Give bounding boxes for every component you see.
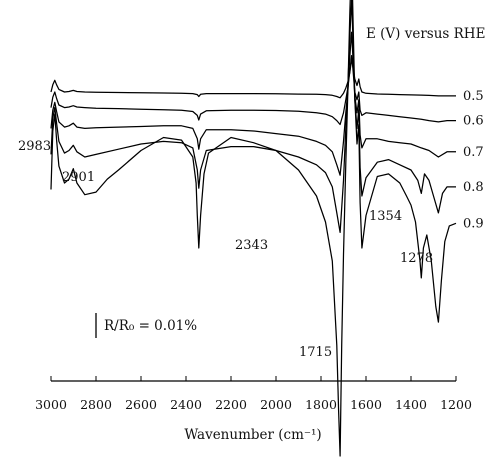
- x-tick-label-3000: 3000: [35, 397, 67, 412]
- peak-label-2343: 2343: [235, 238, 268, 253]
- legend-title: E (V) versus RHE: [366, 26, 485, 42]
- x-tick-label-2200: 2200: [215, 397, 247, 412]
- x-axis-ticks: 3000 2800 2600 2400 2200 2000 1800 1600 1400 1200: [35, 376, 472, 412]
- peak-label-2901: 2901: [62, 170, 95, 185]
- potential-label-0-5: 0.5: [463, 89, 484, 104]
- scale-bar-label: R/R₀ = 0.01%: [104, 318, 197, 334]
- peak-label-1715: 1715: [299, 345, 332, 360]
- potential-label-0-6: 0.6: [463, 114, 484, 129]
- spectrum-line-0-9: [50, 0, 457, 457]
- x-tick-label-2600: 2600: [125, 397, 157, 412]
- spectrum-line-0-7: [50, 31, 456, 176]
- x-tick-label-1400: 1400: [395, 397, 427, 412]
- spectrum-line-0-5: [50, 58, 456, 99]
- x-tick-label-2000: 2000: [260, 397, 292, 412]
- x-tick-label-1800: 1800: [305, 397, 337, 412]
- peak-label-1354: 1354: [369, 209, 402, 224]
- x-tick-label-2400: 2400: [170, 397, 202, 412]
- spectra-group: [50, 0, 457, 457]
- potential-label-0-8: 0.8: [463, 180, 484, 195]
- peak-label-1278: 1278: [400, 251, 433, 266]
- spectrum-line-0-8: [50, 0, 456, 234]
- x-tick-label-1600: 1600: [350, 397, 382, 412]
- x-tick-label-1200: 1200: [440, 397, 472, 412]
- spectrum-line-0-6: [50, 54, 456, 126]
- x-axis-title: Wavenumber (cm⁻¹): [184, 427, 321, 443]
- x-tick-label-2800: 2800: [80, 397, 112, 412]
- peak-label-2983: 2983: [18, 139, 51, 154]
- potential-label-0-9: 0.9: [463, 216, 484, 231]
- potential-labels: 0.5 0.6 0.7 0.8 0.9: [463, 89, 484, 231]
- potential-label-0-7: 0.7: [463, 145, 484, 160]
